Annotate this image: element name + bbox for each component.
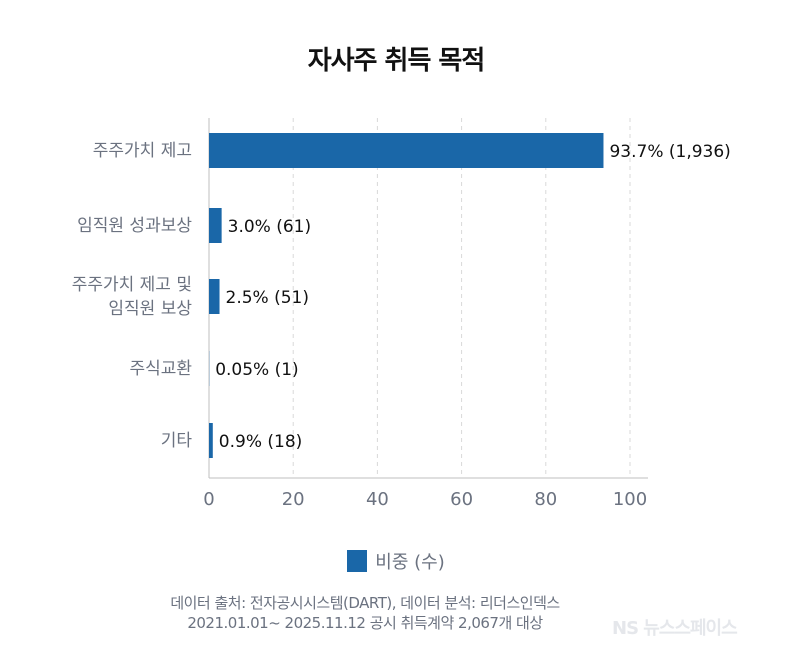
bar-chart: 0 20 40 60 80 100 주주가치 제고 93.7% (1,936) 임직원 성과보상…: [72, 118, 731, 510]
x-tick-label: 20: [282, 489, 305, 510]
category-label: 기타: [161, 431, 193, 451]
category-label: 주주가치 제고 및: [72, 275, 192, 295]
source-note: 데이터 출처: 전자공시시스템(DART), 데이터 분석: 리더스인덱스 20…: [0, 593, 730, 633]
category-label: 임직원 성과보상: [77, 216, 192, 236]
legend-swatch: [347, 550, 368, 572]
data-label: 0.05% (1): [215, 360, 299, 380]
bar: [209, 208, 222, 243]
bar: [209, 423, 213, 458]
x-tick-label: 80: [534, 489, 557, 510]
x-tick-label: 100: [613, 489, 647, 510]
category-label: 주주가치 제고: [93, 141, 192, 161]
data-label: 93.7% (1,936): [609, 142, 730, 162]
category-label: 주식교환: [129, 359, 192, 379]
source-line-1: 데이터 출처: 전자공시시스템(DART), 데이터 분석: 리더스인덱스: [170, 594, 560, 612]
category-label: 임직원 보상: [108, 299, 192, 319]
legend: 비중 (수): [0, 548, 792, 574]
x-tick-label: 60: [450, 489, 473, 510]
chart-title: 자사주 취득 목적: [307, 46, 486, 76]
data-label: 0.9% (18): [219, 432, 303, 452]
data-label: 2.5% (51): [226, 288, 310, 308]
watermark-logo: NS 뉴스스페이스: [612, 618, 738, 639]
source-line-2: 2021.01.01~ 2025.11.12 공시 취득계약 2,067개 대상: [187, 614, 543, 632]
legend-label: 비중 (수): [375, 552, 445, 573]
x-tick-label: 0: [203, 489, 214, 510]
bar: [209, 133, 604, 168]
data-label: 3.0% (61): [228, 217, 312, 237]
x-tick-label: 40: [366, 489, 389, 510]
bar: [209, 279, 220, 314]
